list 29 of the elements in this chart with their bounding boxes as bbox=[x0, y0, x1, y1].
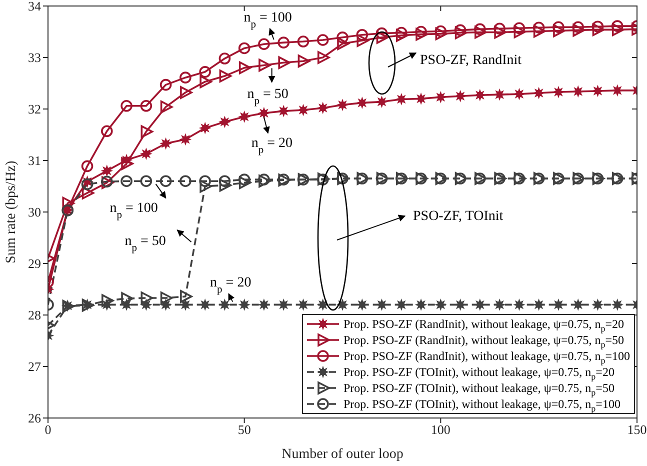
x-tick-label: 100 bbox=[430, 422, 450, 438]
y-tick-label: 33 bbox=[28, 50, 41, 66]
y-tick-label: 34 bbox=[28, 0, 42, 14]
annotation: n$_{p}$ = 100 bbox=[244, 10, 292, 30]
annotation: PSO-ZF, TOInit bbox=[413, 209, 504, 224]
y-tick-label: 31 bbox=[28, 153, 41, 168]
annotation: PSO-ZF, RandInit bbox=[420, 53, 522, 68]
y-tick-label: 28 bbox=[28, 308, 41, 323]
legend-label: Prop. PSO-ZF (TOInit), without leakage, ψ=0.75, n$_{p}$=100 bbox=[343, 397, 620, 414]
legend-label: Prop. PSO-ZF (TOInit), without leakage, ψ=0.75, n$_{p}$=20 bbox=[343, 365, 614, 382]
y-axis-title: Sum rate (bps/Hz) bbox=[4, 160, 19, 264]
annotation: n$_{p}$ = 100 bbox=[110, 201, 158, 221]
annotation: n$_{p}$ = 20 bbox=[251, 136, 293, 156]
y-tick-label: 32 bbox=[28, 102, 41, 117]
y-tick-label: 30 bbox=[28, 204, 41, 220]
y-tick-label: 27 bbox=[28, 359, 42, 374]
annotation: n$_{p}$ = 50 bbox=[124, 234, 166, 254]
legend-label: Prop. PSO-ZF (RandInit), without leakage, ψ=0.75, n$_{p}$=50 bbox=[343, 333, 624, 350]
legend-label: Prop. PSO-ZF (RandInit), without leakage, ψ=0.75, n$_{p}$=20 bbox=[343, 316, 624, 334]
x-tick-label: 150 bbox=[627, 422, 647, 438]
annotation: n$_{p}$ = 50 bbox=[247, 87, 288, 107]
annotation: n$_{p}$ = 20 bbox=[210, 276, 252, 296]
x-axis-title: Number of outer loop bbox=[282, 447, 404, 462]
x-tick-label: 50 bbox=[238, 422, 251, 438]
y-tick-label: 26 bbox=[28, 410, 42, 426]
legend-label: Prop. PSO-ZF (RandInit), without leakage, ψ=0.75, n$_{p}$=100 bbox=[343, 349, 630, 366]
legend-label: Prop. PSO-ZF (TOInit), without leakage, ψ=0.75, n$_{p}$=50 bbox=[343, 381, 614, 398]
x-tick-label: 0 bbox=[44, 422, 52, 438]
y-tick-label: 29 bbox=[28, 256, 41, 272]
